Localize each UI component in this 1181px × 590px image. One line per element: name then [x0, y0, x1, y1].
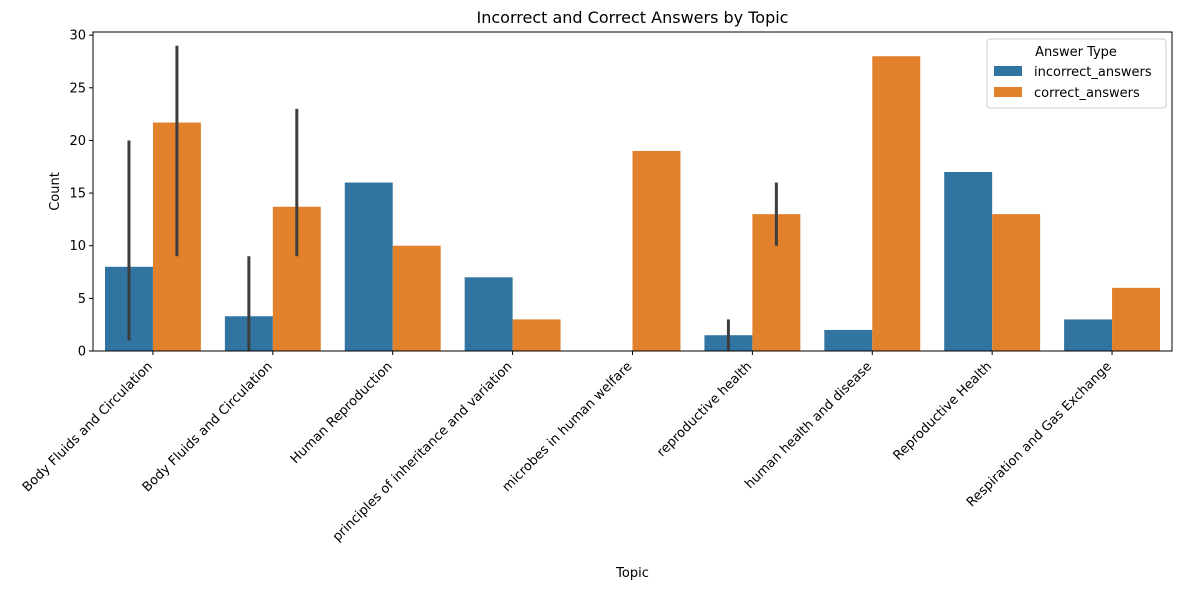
chart-title: Incorrect and Correct Answers by Topic: [477, 8, 789, 27]
bar-incorrect-answers-7: [944, 172, 993, 351]
y-tick-label: 25: [69, 81, 86, 96]
x-axis-label: Topic: [615, 566, 649, 581]
y-tick-label: 30: [69, 29, 86, 44]
y-tick-label: 0: [78, 345, 86, 360]
legend-frame: [986, 38, 1167, 109]
bar-incorrect-answers-2: [344, 182, 393, 351]
legend-swatch-correct: [994, 87, 1022, 97]
bar-correct-answers-2: [392, 245, 441, 351]
bar-correct-answers-6: [872, 56, 921, 352]
x-tick-label-4: microbes in human welfare: [500, 359, 636, 495]
x-tick-label-2: Human Reproduction: [288, 359, 396, 467]
y-tick-label: 15: [69, 187, 86, 202]
errorbars-layer: [127, 45, 778, 351]
legend-label-incorrect: incorrect_answers: [1034, 65, 1152, 80]
x-tick-label-0: Body Fluids and Circulation: [20, 359, 156, 495]
legend-swatch-incorrect: [994, 66, 1022, 76]
bar-correct-answers-3: [512, 319, 561, 351]
bar-incorrect-answers-3: [464, 277, 513, 351]
y-tick-label: 10: [69, 239, 86, 254]
y-tick-label: 5: [78, 292, 86, 307]
y-axis-label: Count: [48, 172, 63, 211]
legend: Answer Type incorrect_answers correct_an…: [986, 38, 1167, 109]
bar-incorrect-answers-6: [824, 329, 873, 351]
bar-incorrect-answers-8: [1064, 319, 1113, 351]
bar-correct-answers-4: [632, 150, 681, 351]
y-tick-label: 20: [69, 134, 86, 149]
x-tick-label-7: Reproductive Health: [891, 359, 995, 463]
bar-correct-answers-7: [992, 214, 1041, 351]
y-axis: 0 5 10 15 20 25 30: [69, 29, 93, 360]
x-tick-label-8: Respiration and Gas Exchange: [964, 359, 1115, 510]
x-tick-label-1: Body Fluids and Circulation: [140, 359, 276, 495]
x-tick-label-5: reproductive health: [654, 359, 755, 460]
bar-correct-answers-8: [1112, 287, 1161, 351]
legend-title: Answer Type: [1035, 45, 1117, 60]
legend-label-correct: correct_answers: [1034, 86, 1140, 101]
x-tick-label-6: human health and disease: [742, 359, 875, 492]
